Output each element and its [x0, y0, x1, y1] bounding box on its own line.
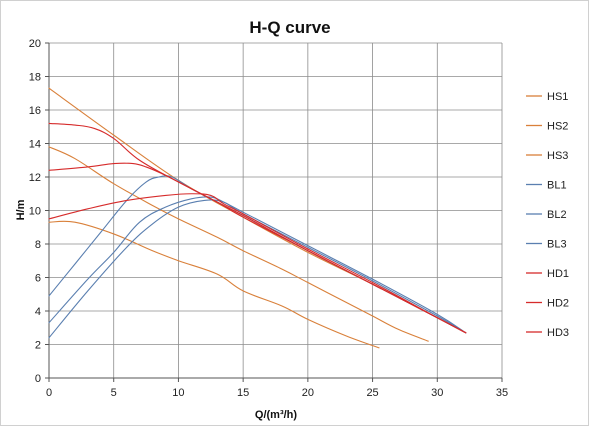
- axes: 0 2 4 6 8 10 12 14 16 18 20 0 5 10 15 20 25 30 35: [29, 38, 508, 399]
- y-axis-label: H/m: [15, 199, 27, 220]
- legend-label-hd2: HD2: [547, 298, 569, 310]
- y-tick-label: 0: [35, 373, 41, 385]
- series-line-bl2: [48, 196, 467, 334]
- y-tick-label: 14: [29, 139, 41, 151]
- x-tick-label: 35: [496, 387, 508, 399]
- series-lines: [48, 87, 467, 349]
- x-tick-label: 5: [111, 387, 117, 399]
- series-line-hd1: [48, 193, 467, 334]
- y-tick-label: 16: [29, 105, 41, 117]
- y-tick-label: 12: [29, 172, 41, 184]
- series-line-hd3: [48, 122, 467, 334]
- y-tick-label: 4: [35, 306, 41, 318]
- y-tick-label: 18: [29, 72, 41, 84]
- legend-label-bl1: BL1: [547, 180, 567, 192]
- grid: [48, 42, 503, 379]
- series-line-hs2: [48, 146, 429, 342]
- legend: HS1 HS2 HS3 BL1 BL2 BL3 HD1 HD2 HD3: [526, 91, 569, 339]
- y-tick-label: 2: [35, 340, 41, 352]
- y-tick-label: 10: [29, 206, 41, 218]
- x-tick-label: 15: [237, 387, 249, 399]
- series-line-bl1: [48, 199, 467, 339]
- legend-label-hs1: HS1: [547, 91, 568, 103]
- y-tick-label: 20: [29, 38, 41, 50]
- legend-label-hd3: HD3: [547, 327, 569, 339]
- y-tick-label: 8: [35, 239, 41, 251]
- x-tick-label: 20: [302, 387, 314, 399]
- y-tick-label: 6: [35, 273, 41, 285]
- x-tick-label: 0: [46, 387, 52, 399]
- x-tick-label: 10: [172, 387, 184, 399]
- chart-title: H-Q curve: [249, 18, 330, 37]
- legend-label-bl3: BL3: [547, 239, 567, 251]
- x-tick-label: 30: [431, 387, 443, 399]
- series-line-hs1: [48, 220, 380, 349]
- x-tick-label: 25: [366, 387, 378, 399]
- x-axis-label: Q/(m³/h): [255, 409, 297, 421]
- legend-label-bl2: BL2: [547, 209, 567, 221]
- legend-label-hs3: HS3: [547, 150, 568, 162]
- legend-label-hd1: HD1: [547, 268, 569, 280]
- legend-label-hs2: HS2: [547, 121, 568, 133]
